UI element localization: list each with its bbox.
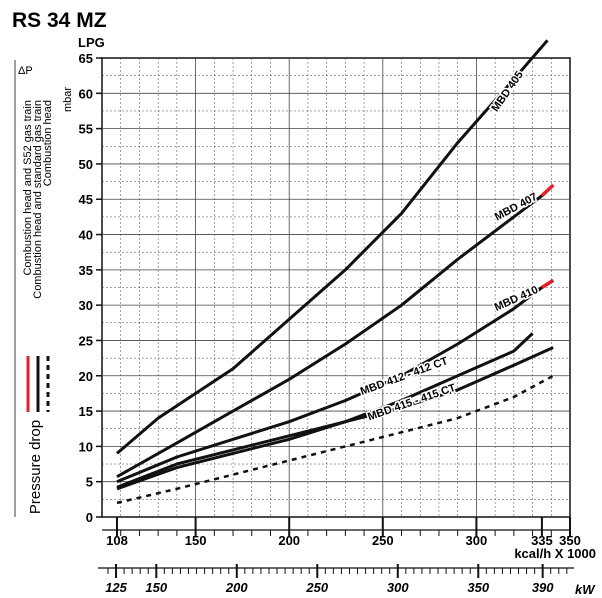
curve-red-segment — [540, 278, 555, 289]
legend: Combustion head and S52 gas trainCombust… — [14, 60, 54, 517]
y-tick-label: 50 — [79, 157, 93, 172]
curve-label: MBD 410 — [493, 284, 540, 314]
x-axis-kw: 125 150 200 250 300 350 390 — [98, 564, 574, 595]
curves — [116, 39, 555, 505]
y-tick-label: 15 — [79, 404, 93, 419]
legend-label: Combustion head — [42, 100, 54, 186]
x-axis-kcal: 108 150 200 250 300 335 350 — [102, 517, 581, 548]
curve-mbd-405 — [116, 39, 549, 455]
x-tick-label: 150 — [185, 533, 207, 548]
kw-tick-label: 390 — [532, 580, 554, 595]
y-tick-label: 35 — [79, 263, 93, 278]
x-unit-kw: kW — [575, 582, 596, 597]
x-tick-label: 300 — [466, 533, 488, 548]
kw-tick-label: 350 — [467, 580, 489, 595]
y-tick-label: 60 — [79, 86, 93, 101]
grid — [102, 58, 570, 517]
legend-label: Combustion head and standard gas train — [32, 100, 44, 299]
curve-mbd-407 — [116, 184, 555, 479]
curve-combustion-head — [116, 374, 554, 505]
y-tick-label: 45 — [79, 192, 93, 207]
curve-mbd-415---415-ct — [116, 346, 554, 491]
curve-red-segment — [540, 183, 555, 197]
x-tick-label: 108 — [106, 533, 128, 548]
y-tick-label: 25 — [79, 333, 93, 348]
y-tick-label: 65 — [79, 51, 93, 66]
y-tick-label: 30 — [79, 298, 93, 313]
y-tick-label: 0 — [86, 510, 93, 525]
curve-mbd-410 — [116, 279, 554, 484]
kw-tick-label: 200 — [225, 580, 248, 595]
fuel-label: LPG — [78, 35, 105, 50]
x-tick-label: 335 — [531, 533, 553, 548]
x-tick-label: 250 — [372, 533, 394, 548]
y-axis: 0 5 10 15 20 25 30 35 40 45 50 55 60 65 — [79, 51, 102, 525]
legend-label: Combustion head and S52 gas train — [22, 100, 34, 276]
pressure-drop-label: Pressure drop — [27, 420, 44, 514]
kw-tick-label: 150 — [145, 580, 167, 595]
y-tick-label: 10 — [79, 439, 93, 454]
y-tick-label: 55 — [79, 122, 93, 137]
kw-tick-label: 300 — [387, 580, 409, 595]
kw-tick-label: 125 — [105, 580, 127, 595]
chart-title: RS 34 MZ — [12, 9, 107, 32]
y-tick-label: 5 — [86, 475, 93, 490]
delta-p-label: ΔP — [18, 65, 33, 77]
unit-label: mbar — [62, 87, 74, 112]
x-tick-label: 200 — [278, 533, 300, 548]
x-unit-kcal: kcal/h X 1000 — [514, 546, 596, 561]
y-tick-label: 20 — [79, 369, 93, 384]
kw-tick-label: 250 — [305, 580, 328, 595]
y-tick-label: 40 — [79, 228, 93, 243]
x-tick-label: 350 — [559, 533, 581, 548]
